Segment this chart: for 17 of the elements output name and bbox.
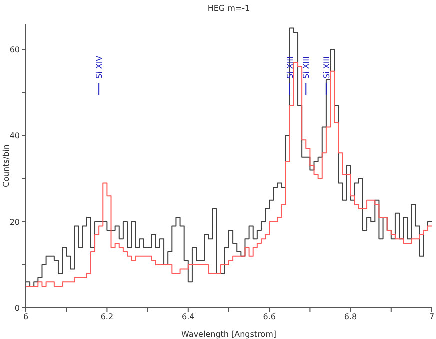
x-tick-label: 6.6: [263, 312, 276, 322]
y-tick-label: 40: [10, 132, 20, 141]
y-tick-label: 0: [14, 304, 20, 313]
chart-title: HEG m=-1: [206, 4, 252, 13]
y-tick-label: 20: [10, 218, 20, 227]
x-tick-label: 6.2: [100, 312, 114, 322]
x-tick-label: 6: [23, 312, 29, 322]
x-tick-label: 7: [429, 312, 435, 322]
annotation: Si XIV: [95, 55, 104, 79]
x-tick-label: 6.4: [182, 312, 195, 322]
x-tick-label: 6.8: [344, 312, 358, 322]
x-axis-title: Wavelength [Angstrom]: [182, 330, 276, 339]
y-tick-label: 60: [10, 46, 20, 55]
annotation: Si XIII: [322, 56, 332, 79]
annotation: Si XIII: [286, 56, 295, 79]
y-axis-title: Counts/bin: [2, 144, 11, 188]
annotation: Si XIII: [302, 56, 312, 79]
